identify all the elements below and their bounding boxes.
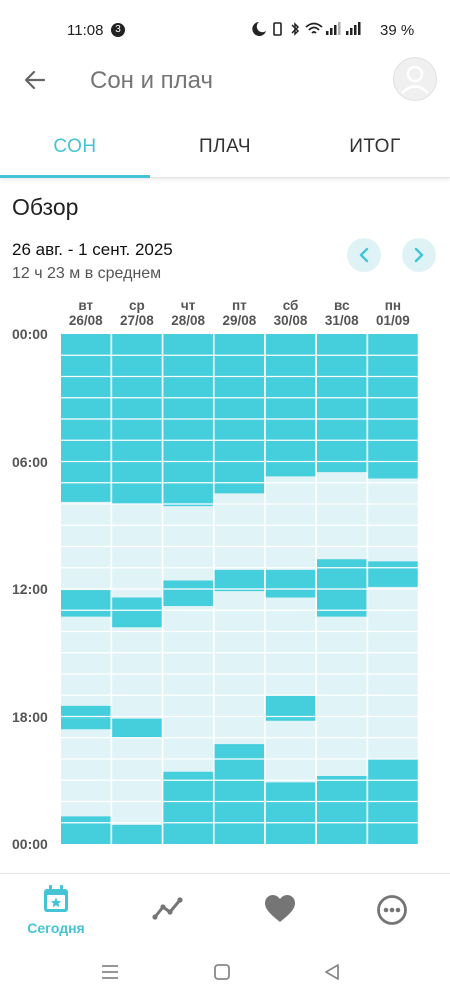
day-header: вс 31/08	[317, 298, 367, 328]
day-weekday: вс	[334, 298, 350, 313]
sleep-block	[112, 824, 162, 844]
calendar-icon	[44, 885, 68, 912]
section-title: Обзор	[12, 194, 79, 220]
sleep-block	[61, 705, 111, 719]
day-header: вт 26/08	[61, 298, 111, 328]
sleep-block	[163, 771, 213, 844]
sleep-block	[368, 334, 418, 479]
previous-week-button[interactable]	[347, 238, 381, 272]
back-triangle-icon[interactable]	[323, 963, 341, 981]
notification-count-badge: 3	[111, 23, 125, 37]
sleep-block	[163, 580, 213, 606]
y-tick-label: 18:00	[12, 708, 48, 725]
day-weekday: пн	[384, 298, 402, 313]
day-date: 01/09	[376, 313, 410, 328]
user-icon	[401, 65, 429, 94]
sleep-block	[317, 559, 367, 617]
chevron-left-icon	[359, 247, 369, 263]
app-bar: Сон и плач	[0, 55, 450, 105]
home-icon[interactable]	[213, 963, 231, 981]
chart-line-icon	[152, 897, 183, 920]
sleep-block	[214, 569, 265, 592]
tab-bar: СОН ПЛАЧ ИТОГ	[0, 125, 450, 178]
sleep-block	[265, 569, 316, 598]
y-tick-label: 00:00	[12, 326, 48, 342]
day-header: пт 29/08	[214, 298, 264, 328]
system-icons-svg	[252, 22, 361, 36]
sleep-block	[112, 597, 162, 628]
tab-label: СОН	[53, 136, 97, 157]
y-tick-label: 12:00	[12, 581, 48, 597]
day-header: ср 27/08	[112, 298, 162, 328]
system-status-icons	[252, 20, 372, 41]
next-week-button[interactable]	[402, 238, 436, 272]
sleep-block	[265, 334, 316, 477]
day-date: 28/08	[171, 313, 206, 328]
day-header: чт 28/08	[163, 298, 213, 328]
status-bar: 11:08 3 39 %	[0, 0, 450, 60]
menu-icon[interactable]	[100, 964, 120, 980]
status-time: 11:08	[67, 22, 104, 39]
nav-statistics[interactable]	[112, 874, 224, 946]
day-header: сб 30/08	[266, 298, 316, 328]
tab-summary[interactable]: ИТОГ	[300, 125, 450, 177]
nav-today-label: Сегодня	[27, 920, 85, 936]
day-weekday: ср	[129, 298, 145, 313]
day-date: 30/08	[273, 313, 308, 328]
tab-crying[interactable]: ПЛАЧ	[150, 125, 300, 177]
tab-sleep[interactable]: СОН	[0, 125, 150, 178]
sleep-block	[368, 561, 418, 587]
day-weekday: чт	[180, 298, 196, 313]
day-date: 31/08	[324, 313, 359, 328]
sleep-block	[317, 334, 367, 473]
day-weekday: вт	[78, 298, 94, 313]
day-date: 29/08	[222, 313, 257, 328]
avatar[interactable]	[393, 57, 437, 101]
bottom-navigation: Сегодня	[0, 873, 450, 946]
y-tick-label: 00:00	[12, 836, 48, 852]
average-sleep: 12 ч 23 м в среднем	[12, 265, 162, 282]
y-tick-label: 06:00	[12, 453, 48, 470]
page-title: Сон и плач	[90, 67, 213, 94]
system-navigation-bar	[0, 945, 450, 1000]
tab-active-indicator	[0, 175, 150, 178]
date-range: 26 авг. - 1 сент. 2025	[12, 240, 173, 259]
nav-health[interactable]	[224, 874, 336, 946]
sleep-block	[317, 776, 367, 844]
day-date: 27/08	[120, 313, 154, 328]
day-date: 26/08	[68, 313, 103, 328]
day-weekday: пт	[231, 298, 247, 313]
sleep-block	[112, 718, 162, 738]
back-arrow-icon[interactable]	[22, 67, 48, 93]
chevron-right-icon	[414, 247, 424, 263]
sleep-block	[214, 334, 265, 494]
nav-more[interactable]	[336, 874, 448, 946]
sleep-block	[163, 334, 213, 507]
day-weekday: сб	[282, 298, 299, 313]
tab-label: ИТОГ	[349, 136, 401, 157]
heart-icon	[265, 895, 295, 922]
more-icon	[377, 895, 407, 925]
sleep-block	[61, 718, 111, 730]
sleep-block	[61, 816, 111, 844]
sleep-block	[61, 334, 111, 502]
day-header: пн 01/09	[368, 298, 418, 328]
sleep-block	[214, 744, 265, 844]
tab-label: ПЛАЧ	[199, 136, 251, 157]
sleep-block	[265, 782, 316, 844]
sleep-block	[61, 590, 111, 617]
battery-level: 39 %	[380, 22, 415, 39]
nav-today[interactable]: Сегодня	[0, 874, 112, 946]
